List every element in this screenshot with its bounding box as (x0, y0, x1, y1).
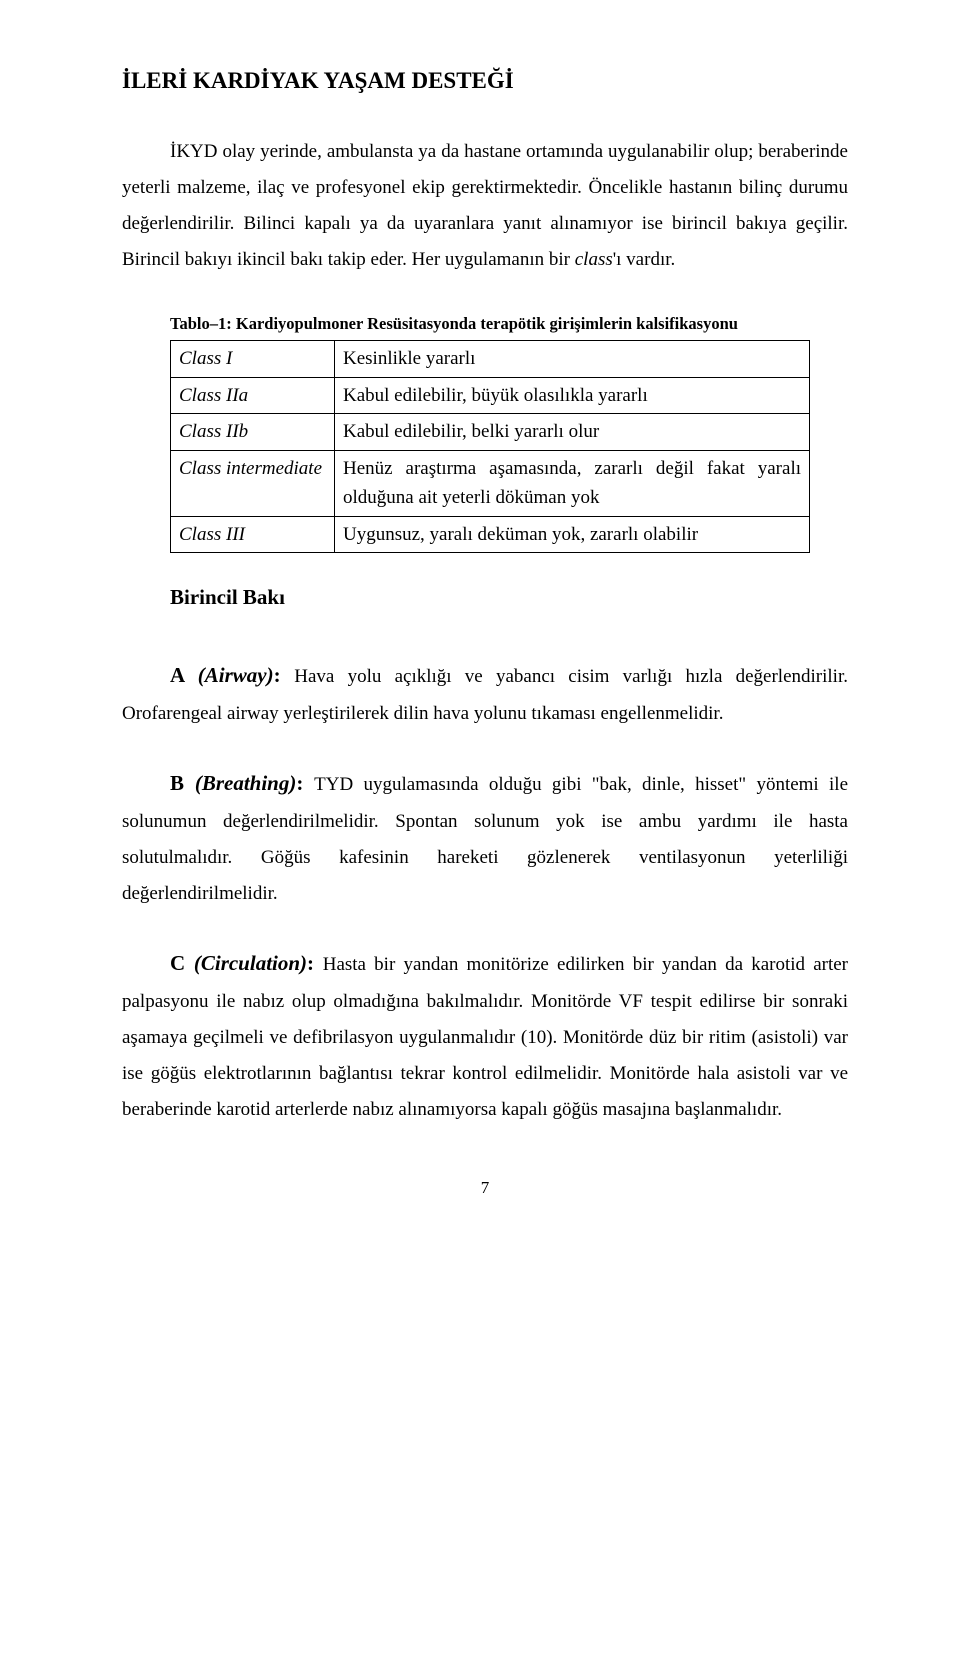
circulation-body: Hasta bir yandan monitörize edilirken bi… (122, 954, 848, 1120)
desc-cell: Kabul edilebilir, büyük olasılıkla yarar… (335, 377, 810, 413)
table-row: Class intermediate Henüz araştırma aşama… (171, 450, 810, 516)
airway-paragraph: A (Airway): Hava yolu açıklığı ve yabanc… (122, 656, 848, 732)
desc-cell: Kabul edilebilir, belki yararlı olur (335, 414, 810, 450)
breathing-colon: : (296, 771, 314, 795)
desc-cell: Kesinlikle yararlı (335, 341, 810, 377)
table-row: Class IIb Kabul edilebilir, belki yararl… (171, 414, 810, 450)
table-row: Class I Kesinlikle yararlı (171, 341, 810, 377)
intro-text: İKYD olay yerinde, ambulansta ya da hast… (122, 141, 848, 270)
class-cell: Class intermediate (171, 450, 335, 516)
section-heading: Birincil Bakı (170, 585, 848, 610)
page-title: İLERİ KARDİYAK YAŞAM DESTEĞİ (122, 68, 848, 94)
intro-paragraph: İKYD olay yerinde, ambulansta ya da hast… (122, 134, 848, 278)
classification-table: Class I Kesinlikle yararlı Class IIa Kab… (170, 340, 810, 553)
airway-colon: : (274, 663, 295, 687)
class-cell: Class I (171, 341, 335, 377)
table-row: Class IIa Kabul edilebilir, büyük olasıl… (171, 377, 810, 413)
page-number: 7 (122, 1178, 848, 1198)
circulation-paragraph: C (Circulation): Hasta bir yandan monitö… (122, 944, 848, 1128)
breathing-lead: B (170, 771, 195, 795)
airway-lead: A (170, 663, 198, 687)
table-caption: Tablo–1: Kardiyopulmoner Resüsitasyonda … (170, 314, 848, 334)
classification-table-block: Tablo–1: Kardiyopulmoner Resüsitasyonda … (170, 314, 848, 553)
circulation-lead-ital: (Circulation) (194, 951, 307, 975)
circulation-colon: : (307, 951, 323, 975)
breathing-lead-ital: (Breathing) (195, 771, 297, 795)
intro-tail: 'ı vardır. (613, 249, 676, 270)
intro-italic-word: class (575, 249, 613, 270)
airway-lead-ital: (Airway) (198, 663, 274, 687)
table-row: Class III Uygunsuz, yaralı deküman yok, … (171, 516, 810, 552)
circulation-lead: C (170, 951, 194, 975)
breathing-paragraph: B (Breathing): TYD uygulamasında olduğu … (122, 764, 848, 912)
class-cell: Class IIa (171, 377, 335, 413)
desc-cell: Henüz araştırma aşamasında, zararlı deği… (335, 450, 810, 516)
class-cell: Class IIb (171, 414, 335, 450)
class-cell: Class III (171, 516, 335, 552)
desc-cell: Uygunsuz, yaralı deküman yok, zararlı ol… (335, 516, 810, 552)
